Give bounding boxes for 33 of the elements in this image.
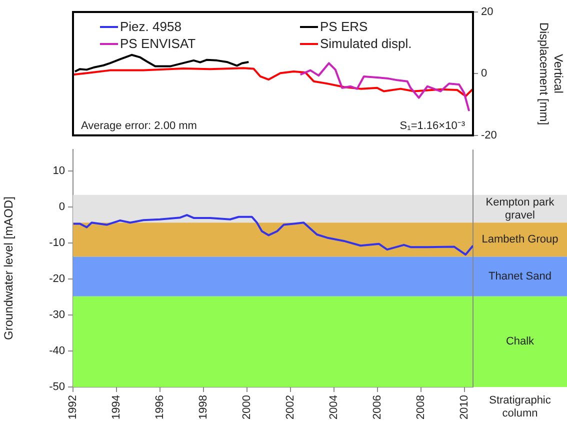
- x-tick-label: 2000: [240, 395, 253, 420]
- y-tick-label: 10: [52, 165, 65, 178]
- legend-label: PS ENVISAT: [120, 36, 196, 51]
- legend-label: Piez. 4958: [120, 19, 182, 34]
- annotation: Average error: 2.00 mm: [81, 120, 197, 132]
- y-tick-label: 0: [58, 201, 65, 214]
- y-axis-title: Vertical Displacement [mm]: [537, 22, 566, 126]
- y-tick-label: -30: [49, 309, 65, 322]
- x-tick-label: 2008: [414, 395, 427, 420]
- x-tick-label: 2002: [284, 395, 296, 420]
- x-tick-label: 1992: [67, 395, 80, 420]
- legend-label: PS ERS: [320, 19, 368, 34]
- x-tick-label: 1994: [110, 395, 123, 420]
- annotation: S₁=1.16×10⁻³: [400, 120, 466, 132]
- x-tick-label: 2010: [458, 395, 470, 420]
- y-axis-title: Groundwater level [mAOD]: [2, 196, 16, 340]
- band-label: Kempton park gravel: [486, 196, 555, 222]
- y-tick-label: 0: [481, 68, 488, 80]
- y-tick-label: 20: [481, 6, 494, 18]
- x-tick-label: 2006: [371, 395, 384, 420]
- y-tick-label: -50: [49, 381, 65, 394]
- y-tick-label: -20: [481, 129, 497, 142]
- y-tick-label: -20: [49, 273, 65, 286]
- text: Stratigraphic column: [489, 394, 552, 420]
- x-tick-label: 2004: [328, 395, 340, 420]
- x-tick-label: 1998: [197, 395, 210, 420]
- legend-label: Simulated displ.: [320, 36, 412, 51]
- band-label: Lambeth Group: [482, 234, 558, 246]
- y-tick-label: -40: [49, 345, 65, 358]
- x-tick-label: 1996: [154, 395, 166, 420]
- y-tick-label: -10: [49, 237, 65, 250]
- band-label: Thanet Sand: [488, 270, 552, 283]
- band-label: Chalk: [506, 336, 535, 348]
